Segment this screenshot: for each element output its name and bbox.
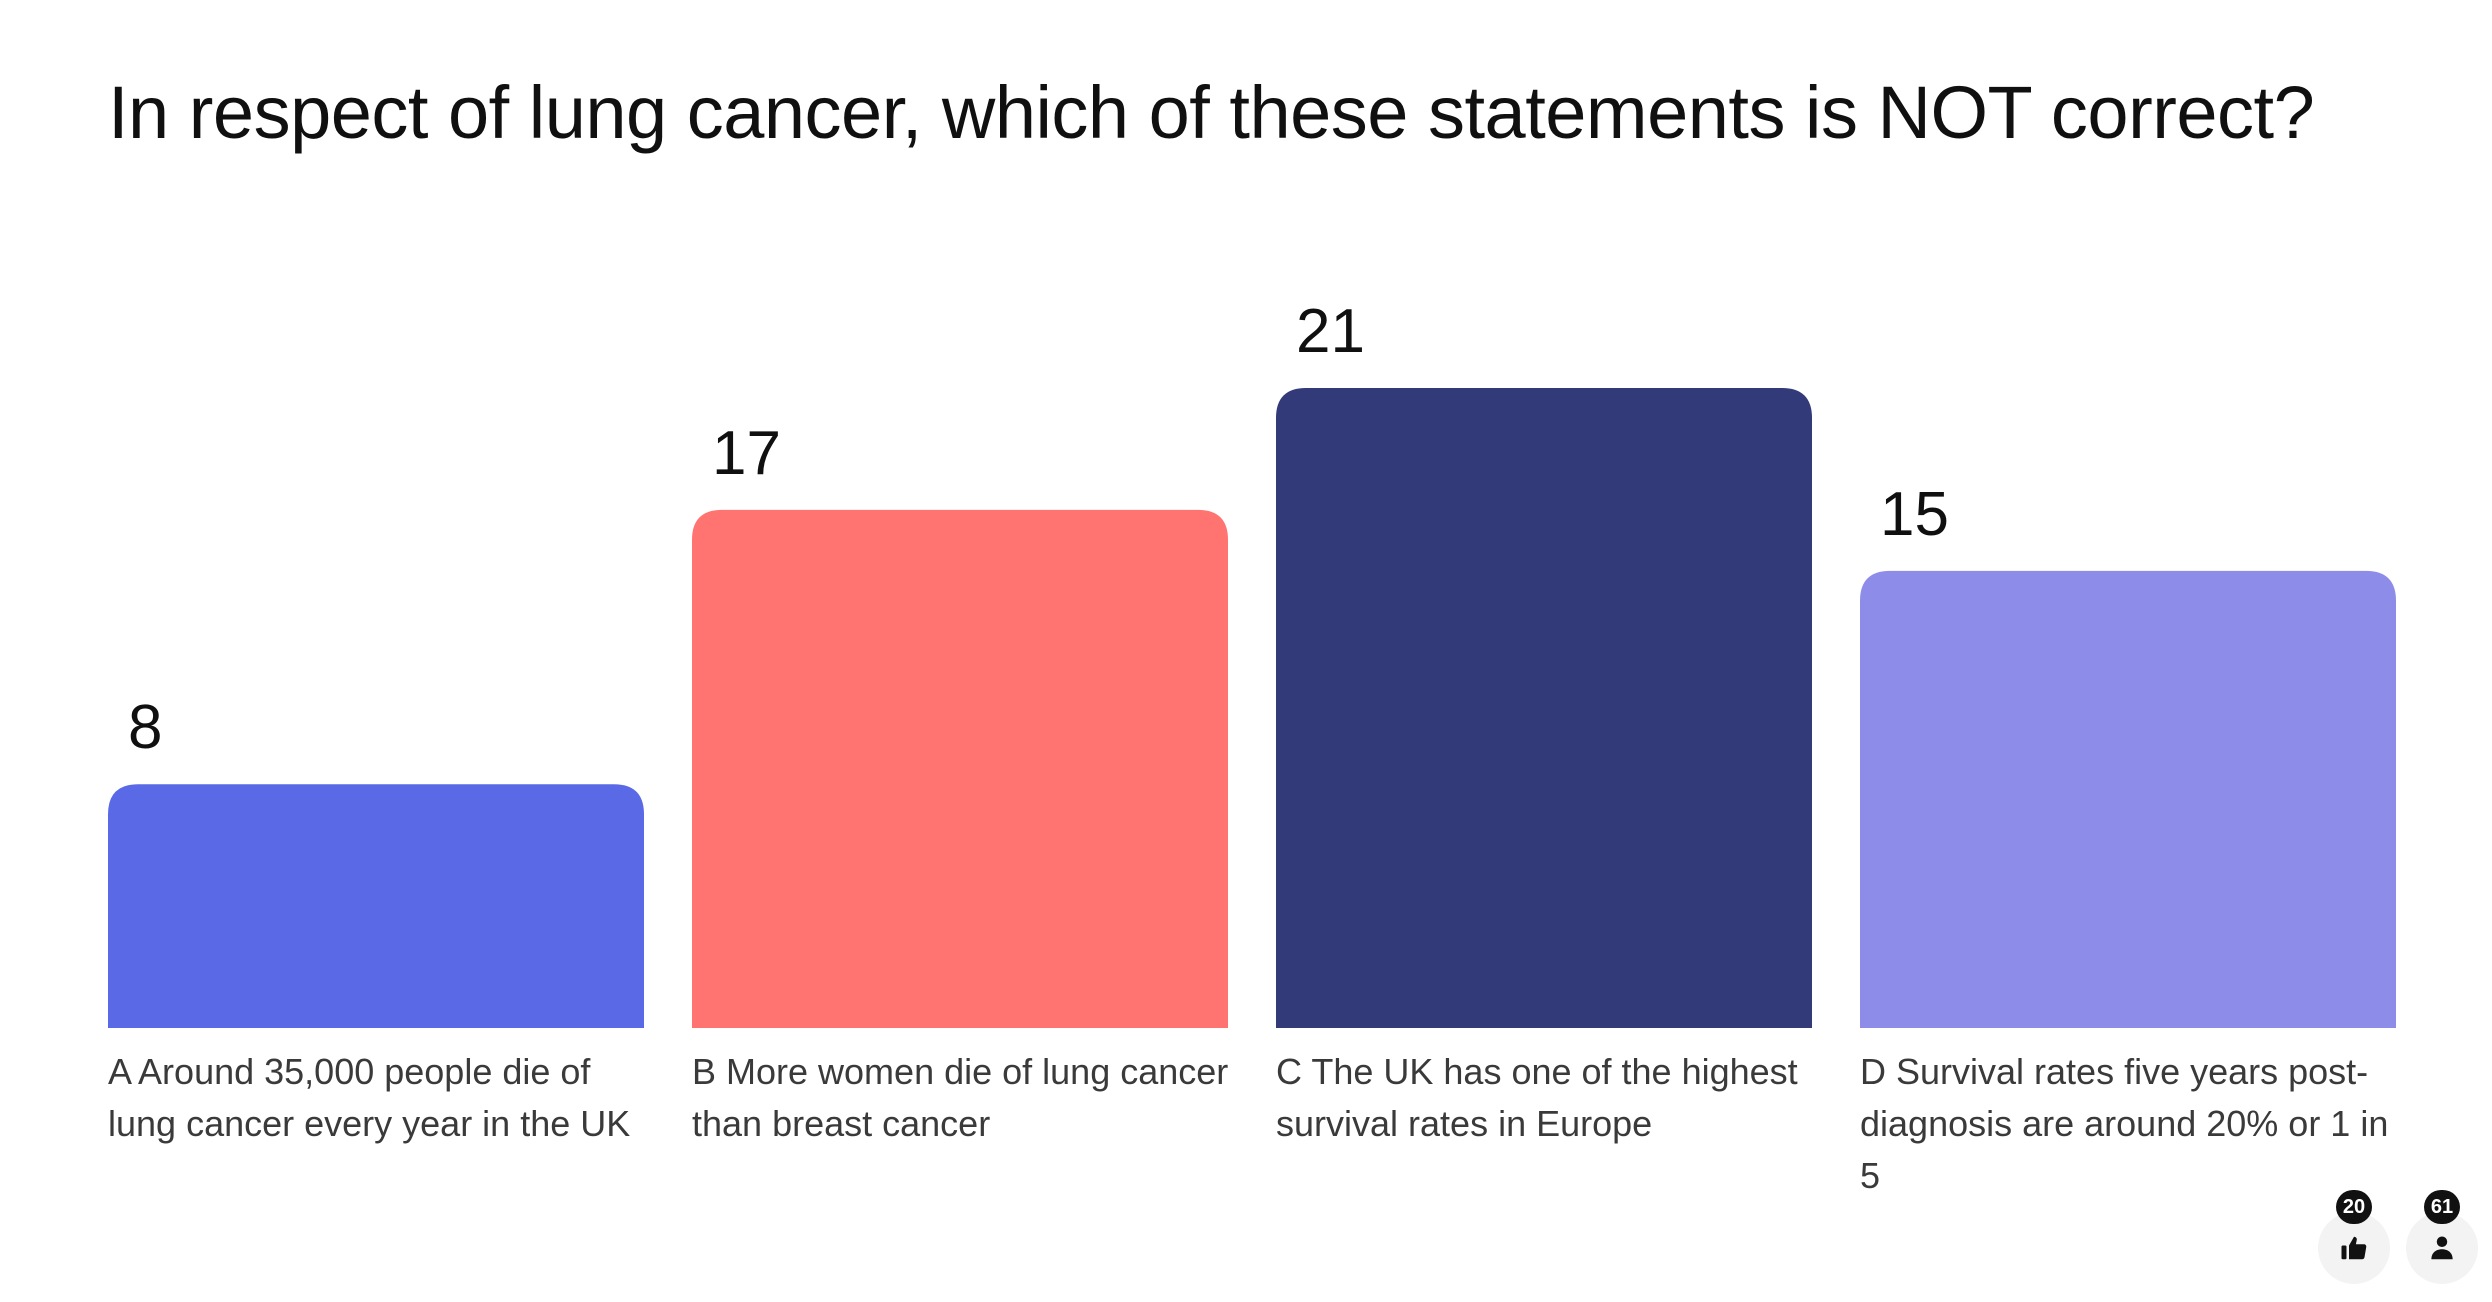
- participants-indicator: 61: [2406, 1190, 2478, 1284]
- bar-option-c: [1276, 388, 1812, 1028]
- bar-value-label-b: 17: [712, 419, 781, 488]
- bar-option-a: [108, 784, 644, 1028]
- bar-option-d: [1860, 570, 2396, 1028]
- bar-value-label-a: 8: [128, 693, 162, 762]
- bar-value-label-d: 15: [1880, 480, 1949, 549]
- option-label-b: B More women die of lung cancer than bre…: [692, 1051, 1229, 1144]
- thumbs-up-icon: [2341, 1236, 2367, 1260]
- option-label-c: C The UK has one of the highest survival…: [1276, 1051, 1798, 1144]
- like-reaction-button[interactable]: 20: [2318, 1190, 2390, 1284]
- participant-count-badge: 61: [2424, 1190, 2460, 1224]
- bar-option-b: [692, 509, 1228, 1028]
- option-label-d: D Survival rates five years post-diagnos…: [1860, 1051, 2389, 1196]
- person-icon: [2431, 1236, 2453, 1260]
- question-title: In respect of lung cancer, which of thes…: [108, 71, 2315, 154]
- bar-value-label-c: 21: [1296, 297, 1365, 366]
- option-label-a: A Around 35,000 people die of lung cance…: [108, 1051, 631, 1144]
- like-count-badge: 20: [2336, 1190, 2372, 1224]
